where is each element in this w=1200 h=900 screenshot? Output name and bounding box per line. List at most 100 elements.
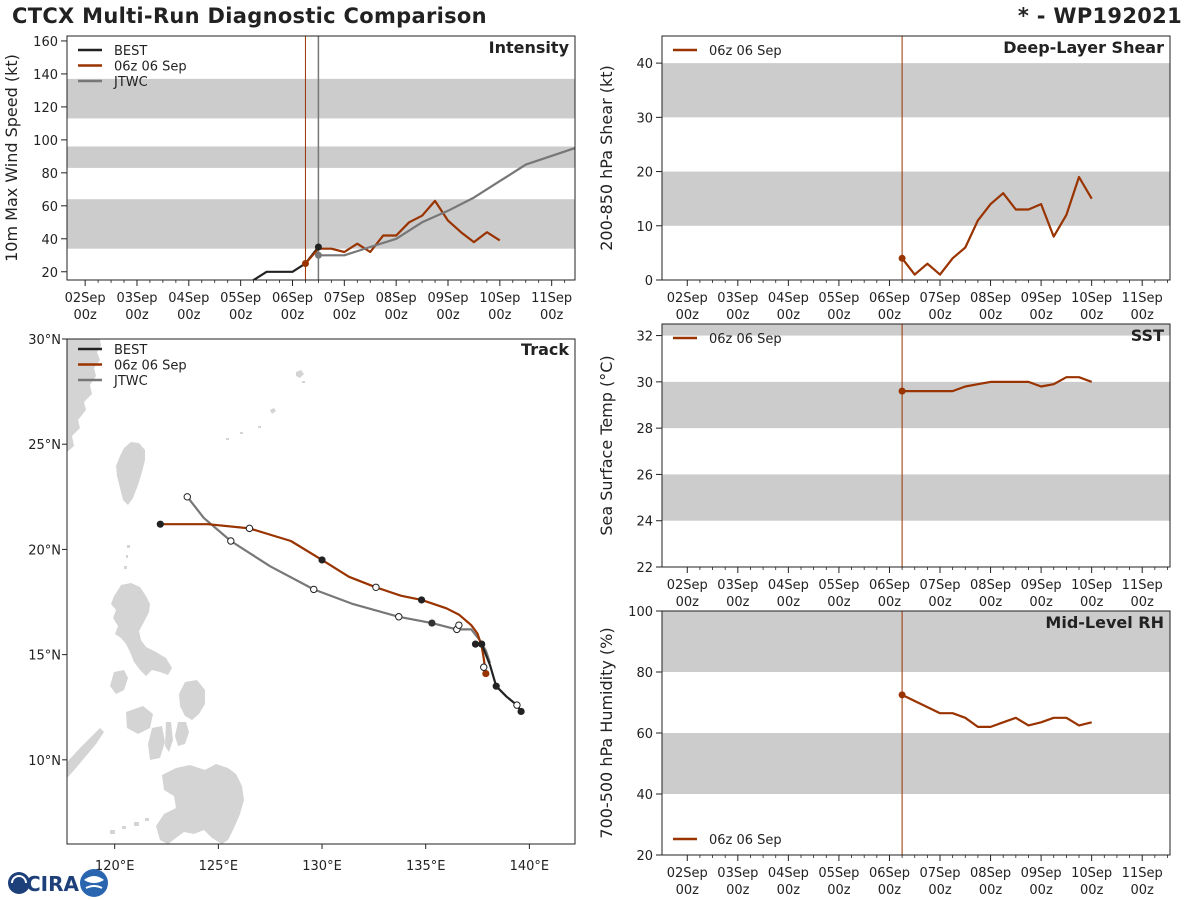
x-tick-label: 02Sep (65, 291, 106, 306)
panel-title: Intensity (489, 38, 570, 57)
panel-title: Deep-Layer Shear (1003, 38, 1164, 57)
x-tick-label: 10Sep (479, 291, 520, 306)
x-tick-hour-label: 00z (73, 308, 97, 323)
series-marker-best (314, 243, 322, 251)
x-tick-label: 11Sep (1122, 866, 1163, 881)
legend-label-jtwc: JTWC (113, 374, 148, 389)
x-tick-hour-label: 00z (676, 883, 700, 898)
track-point-filled-run (417, 596, 426, 604)
shade-band-2 (67, 78, 575, 119)
series-marker-run (898, 387, 906, 395)
land-sulu (110, 818, 149, 834)
shade-band-1 (662, 63, 1170, 118)
y-tick-label: 80 (41, 167, 58, 182)
x-tick-hour-label: 00z (827, 308, 851, 323)
track-point-filled-best (517, 707, 525, 716)
x-tick-hour-label: 00z (979, 308, 1003, 323)
track-point-open-run (455, 621, 463, 629)
series-group (902, 376, 1093, 393)
y-tick-label: 140 (33, 68, 58, 83)
y-tick-label: 20 (41, 266, 58, 281)
track-point-filled-best (478, 640, 486, 648)
y-tick-label: 0 (645, 274, 653, 289)
legend-label-run: 06z 06 Sep (709, 833, 782, 848)
logo-text: CIRA (26, 872, 80, 896)
y-tick-label: 30 (636, 376, 653, 391)
series-line-run (304, 199, 501, 265)
series-marker-run (301, 260, 309, 268)
shade-band-0 (662, 171, 1170, 226)
x-tick-label: 04Sep (168, 291, 209, 306)
x-tick-label: 07Sep (324, 291, 365, 306)
panel-shear: 02Sep 00z 03Sep 00z 04Sep 00z 05Sep 00z 06Sep 00z… (597, 35, 1171, 323)
x-tick-label: 135°E (406, 859, 446, 874)
x-tick-hour-label: 00z (1131, 308, 1155, 323)
x-tick-hour-label: 00z (1080, 883, 1104, 898)
x-tick-hour-label: 00z (436, 308, 460, 323)
land-palawan (67, 728, 104, 778)
x-tick-label: 08Sep (970, 866, 1011, 881)
x-tick-hour-label: 00z (878, 595, 902, 610)
series-marker-run (898, 691, 906, 699)
y-tick-label: 26 (636, 468, 653, 483)
x-tick-hour-label: 00z (177, 308, 201, 323)
x-tick-label: 04Sep (768, 866, 809, 881)
land-china (67, 339, 101, 452)
x-tick-label: 09Sep (427, 291, 468, 306)
y-tick-label: 32 (636, 330, 653, 345)
legend-label-run: 06z 06 Sep (114, 359, 187, 374)
x-tick-label: 02Sep (667, 866, 708, 881)
x-tick-hour-label: 00z (777, 595, 801, 610)
land-mindanao (156, 764, 244, 844)
x-tick-hour-label: 00z (676, 595, 700, 610)
track-point-filled-jtwc (428, 619, 436, 627)
x-tick-hour-label: 00z (1029, 595, 1053, 610)
shade-band-2 (662, 324, 1170, 336)
panel-title: SST (1131, 326, 1164, 345)
shade-band-1 (67, 146, 575, 168)
y-tick-label: 80 (636, 666, 653, 681)
track-line-jtwc (186, 496, 492, 664)
x-tick-hour-label: 00z (928, 595, 952, 610)
series-group (901, 175, 1093, 276)
y-tick-label: 24 (636, 515, 653, 530)
plot-frame (66, 338, 576, 845)
x-tick-label: 10Sep (1071, 291, 1112, 306)
y-tick-label: 28 (636, 422, 653, 437)
x-tick-hour-label: 00z (125, 308, 149, 323)
x-tick-hour-label: 00z (676, 308, 700, 323)
x-tick-label: 09Sep (1021, 866, 1062, 881)
x-tick-label: 11Sep (531, 291, 572, 306)
track-point-open-run (245, 524, 254, 533)
land-mindoro (110, 670, 128, 694)
x-tick-hour-label: 00z (488, 308, 512, 323)
y-tick-label: 60 (636, 727, 653, 742)
y-tick-label: 20°N (28, 543, 61, 558)
x-tick-label: 02Sep (667, 578, 708, 593)
legend-label-run: 06z 06 Sep (114, 60, 187, 75)
y-tick-label: 30°N (28, 333, 61, 348)
x-tick-label: 130°E (302, 859, 342, 874)
legend-label-best: BEST (114, 343, 147, 358)
x-tick-hour-label: 00z (726, 595, 750, 610)
cira-logo: CIRA (8, 869, 108, 897)
series-group (901, 693, 1092, 729)
plot-frame (661, 323, 1171, 568)
y-tick-label: 15°N (28, 649, 61, 664)
storm-id: * - WP192021 (1017, 4, 1182, 28)
track-point-open-jtwc (183, 493, 191, 501)
track-point-filled-best (492, 682, 500, 690)
land-masses (67, 339, 305, 844)
track-point-open-jtwc (227, 537, 235, 545)
x-tick-label: 10Sep (1071, 578, 1112, 593)
x-tick-hour-label: 00z (540, 308, 564, 323)
x-tick-hour-label: 00z (1080, 595, 1104, 610)
x-tick-label: 09Sep (1021, 291, 1062, 306)
panel-rh: 02Sep 00z 03Sep 00z 04Sep 00z 05Sep 00z 06Sep 00z… (597, 605, 1171, 898)
x-tick-hour-label: 00z (928, 883, 952, 898)
track-point-open-run (372, 583, 380, 591)
legend-label-run: 06z 06 Sep (709, 332, 782, 347)
x-tick-hour-label: 00z (878, 308, 902, 323)
shade-band-1 (662, 611, 1170, 672)
